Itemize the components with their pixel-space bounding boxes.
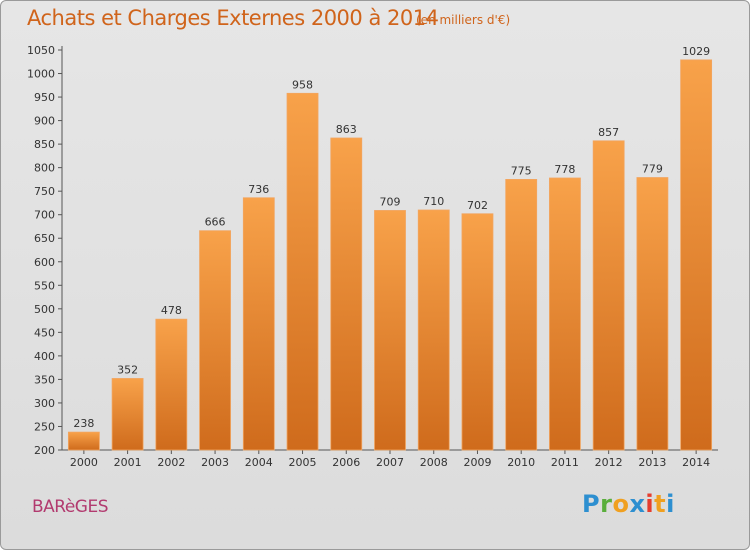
bar-value-label: 352 [117, 363, 138, 376]
x-tick-label: 2004 [245, 456, 273, 469]
bar-value-label: 736 [248, 183, 269, 196]
bar-value-label: 238 [73, 417, 94, 430]
x-tick-label: 2011 [551, 456, 579, 469]
y-tick-label: 650 [34, 232, 55, 245]
bar-value-label: 778 [554, 163, 575, 176]
x-tick-label: 2009 [463, 456, 491, 469]
bar-2014 [680, 59, 713, 451]
bar-2002 [155, 318, 188, 451]
y-tick-label: 700 [34, 209, 55, 222]
y-tick-label: 200 [34, 444, 55, 457]
x-tick-label: 2000 [70, 456, 98, 469]
logo-letter: P [582, 490, 601, 518]
bar-2005 [286, 92, 319, 451]
bar-2012 [592, 140, 625, 451]
y-tick-label: 450 [34, 326, 55, 339]
x-tick-label: 2002 [157, 456, 185, 469]
bar-2007 [374, 210, 406, 451]
y-tick-label: 500 [34, 303, 55, 316]
bar-value-label: 863 [336, 123, 357, 136]
bar-2009 [461, 213, 494, 451]
logo-letter: i [666, 490, 675, 518]
y-tick-label: 600 [34, 256, 55, 269]
logo-letter: r [600, 490, 613, 518]
bar-2013 [636, 177, 669, 451]
x-tick-label: 2007 [376, 456, 404, 469]
x-tick-label: 2006 [332, 456, 360, 469]
bar-value-label: 857 [598, 126, 619, 139]
bar-value-label: 710 [423, 195, 444, 208]
bar-value-label: 1029 [682, 45, 710, 58]
x-tick-label: 2005 [289, 456, 317, 469]
logo-letter: o [612, 490, 630, 518]
x-tick-label: 2012 [595, 456, 623, 469]
bar-value-label: 666 [205, 216, 226, 229]
x-tick-label: 2014 [682, 456, 710, 469]
bar-2003 [199, 230, 231, 451]
bar-value-label: 709 [380, 195, 401, 208]
logo-letter: i [645, 490, 655, 518]
y-tick-label: 1000 [27, 68, 55, 81]
x-tick-label: 2010 [507, 456, 535, 469]
y-tick-label: 350 [34, 373, 55, 386]
y-tick-label: 550 [34, 279, 55, 292]
bar-value-label: 779 [642, 163, 663, 176]
x-tick-label: 2013 [638, 456, 666, 469]
chart-unit: (en milliers d'€) [416, 13, 511, 27]
logo-letter: t [654, 490, 667, 518]
bar-2008 [417, 209, 450, 451]
y-tick-label: 750 [34, 185, 55, 198]
y-tick-label: 850 [34, 138, 55, 151]
bar-value-label: 775 [511, 164, 532, 177]
x-tick-label: 2001 [114, 456, 142, 469]
bar-value-label: 478 [161, 304, 182, 317]
bar-2001 [111, 378, 144, 451]
y-tick-label: 250 [34, 420, 55, 433]
x-tick-label: 2003 [201, 456, 229, 469]
bar-2000 [67, 431, 100, 451]
bar-value-label: 958 [292, 78, 313, 91]
bar-2004 [242, 197, 275, 451]
chart-title: Achats et Charges Externes 2000 à 2014 [27, 6, 439, 30]
bar-2010 [505, 179, 538, 451]
bar-2006 [330, 137, 363, 451]
proxiti-logo: Proxiti [582, 490, 675, 518]
y-tick-label: 950 [34, 91, 55, 104]
bar-value-label: 702 [467, 199, 488, 212]
y-tick-label: 1050 [27, 44, 55, 57]
y-tick-label: 300 [34, 397, 55, 410]
y-tick-label: 400 [34, 350, 55, 363]
commune-name: BARèGES [32, 497, 109, 517]
y-tick-label: 900 [34, 115, 55, 128]
x-tick-label: 2008 [420, 456, 448, 469]
y-tick-label: 800 [34, 162, 55, 175]
bar-2011 [549, 177, 581, 451]
logo-letter: x [629, 490, 646, 518]
